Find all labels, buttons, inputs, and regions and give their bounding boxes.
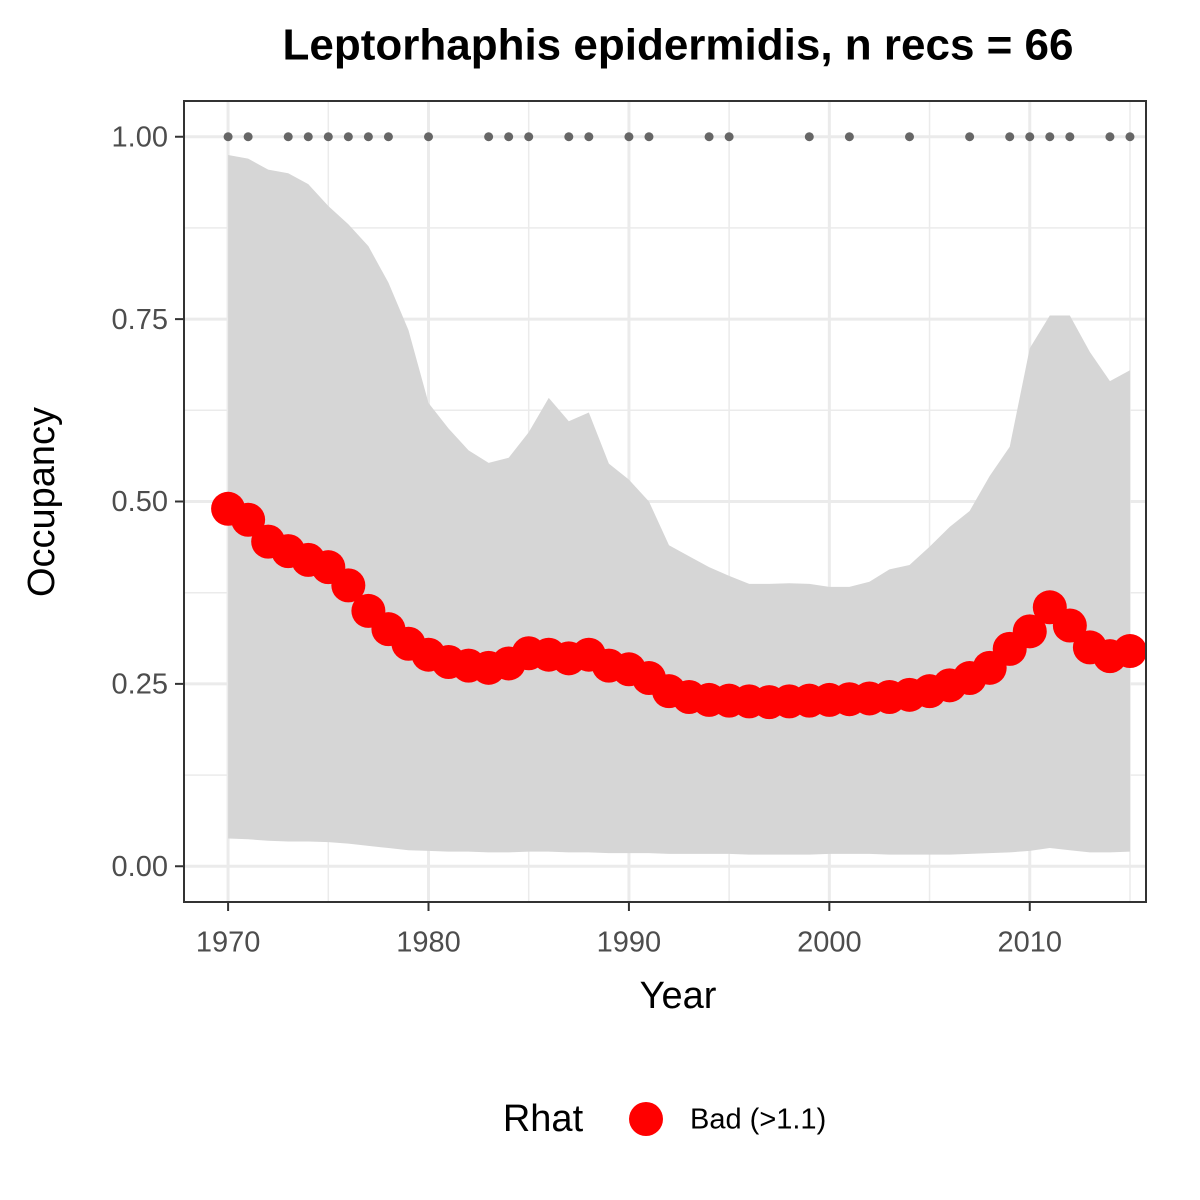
x-tick-label: 1970 bbox=[196, 927, 261, 959]
record-point bbox=[504, 132, 514, 142]
y-tick-label: 0.50 bbox=[112, 486, 168, 518]
record-point bbox=[724, 132, 734, 142]
record-point bbox=[283, 132, 293, 142]
y-tick-label: 0.00 bbox=[112, 851, 168, 883]
y-tick-label: 0.25 bbox=[112, 669, 168, 701]
legend-title: Rhat bbox=[503, 1098, 584, 1140]
estimate-point bbox=[331, 568, 366, 603]
record-point bbox=[844, 132, 854, 142]
y-tick-label: 1.00 bbox=[112, 121, 168, 153]
record-point bbox=[243, 132, 253, 142]
record-point bbox=[804, 132, 814, 142]
x-tick-label: 2010 bbox=[998, 927, 1063, 959]
record-point bbox=[584, 132, 594, 142]
record-point bbox=[965, 132, 975, 142]
record-point bbox=[644, 132, 654, 142]
record-point bbox=[1105, 132, 1115, 142]
estimate-point bbox=[231, 502, 266, 537]
legend-label: Bad (>1.1) bbox=[690, 1104, 826, 1136]
record-point bbox=[1125, 132, 1135, 142]
record-point bbox=[1025, 132, 1035, 142]
y-axis-label: Occupancy bbox=[21, 407, 63, 597]
x-axis-label: Year bbox=[640, 975, 717, 1017]
axes: 1970 1980 1990 2000 2010 0.00 0.25 0.50 0.75 1.00 bbox=[112, 121, 1062, 958]
plot-area bbox=[211, 132, 1147, 855]
record-point bbox=[905, 132, 915, 142]
record-point bbox=[303, 132, 313, 142]
estimate-point bbox=[1012, 614, 1047, 649]
record-point bbox=[1045, 132, 1055, 142]
estimate-point bbox=[1112, 634, 1147, 669]
record-point bbox=[1005, 132, 1015, 142]
x-tick-label: 1990 bbox=[597, 927, 662, 959]
record-point bbox=[624, 132, 634, 142]
estimate-point bbox=[1052, 608, 1087, 643]
record-point bbox=[524, 132, 534, 142]
chart-title: Leptorhaphis epidermidis, n recs = 66 bbox=[282, 21, 1073, 70]
record-point bbox=[343, 132, 353, 142]
record-point bbox=[484, 132, 494, 142]
record-point bbox=[704, 132, 714, 142]
record-point bbox=[564, 132, 574, 142]
record-point bbox=[363, 132, 373, 142]
y-tick-label: 0.75 bbox=[112, 304, 168, 336]
record-point bbox=[1065, 132, 1075, 142]
x-tick-label: 2000 bbox=[797, 927, 862, 959]
record-point bbox=[424, 132, 434, 142]
record-point bbox=[383, 132, 393, 142]
x-tick-label: 1980 bbox=[396, 927, 461, 959]
record-point bbox=[223, 132, 233, 142]
record-point bbox=[323, 132, 333, 142]
legend-swatch bbox=[629, 1102, 663, 1136]
